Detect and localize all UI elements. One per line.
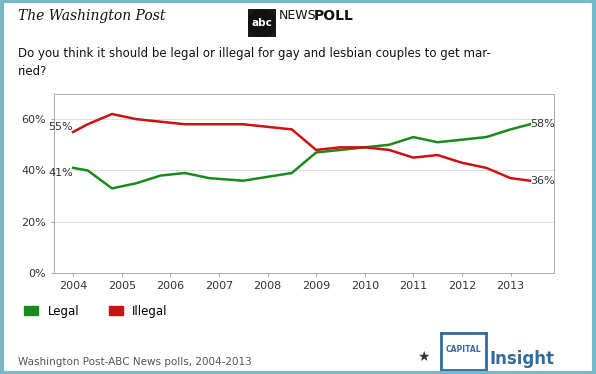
Circle shape bbox=[248, 10, 275, 37]
Text: ★: ★ bbox=[417, 350, 430, 364]
Text: Insight: Insight bbox=[490, 350, 555, 368]
Text: ried?: ried? bbox=[18, 65, 47, 79]
Text: NEWS: NEWS bbox=[279, 9, 316, 22]
Text: 55%: 55% bbox=[48, 122, 73, 132]
Text: Washington Post-ABC News polls, 2004-2013: Washington Post-ABC News polls, 2004-201… bbox=[18, 357, 252, 367]
Text: 36%: 36% bbox=[530, 176, 555, 186]
Text: CAPITAL: CAPITAL bbox=[446, 345, 481, 354]
Text: abc: abc bbox=[251, 18, 272, 28]
Text: 41%: 41% bbox=[48, 168, 73, 178]
Legend: Legal, Illegal: Legal, Illegal bbox=[24, 304, 167, 318]
Text: The Washington Post: The Washington Post bbox=[18, 9, 165, 23]
Text: Do you think it should be legal or illegal for gay and lesbian couples to get ma: Do you think it should be legal or illeg… bbox=[18, 47, 491, 60]
Text: 58%: 58% bbox=[530, 119, 555, 129]
Text: POLL: POLL bbox=[314, 9, 354, 23]
